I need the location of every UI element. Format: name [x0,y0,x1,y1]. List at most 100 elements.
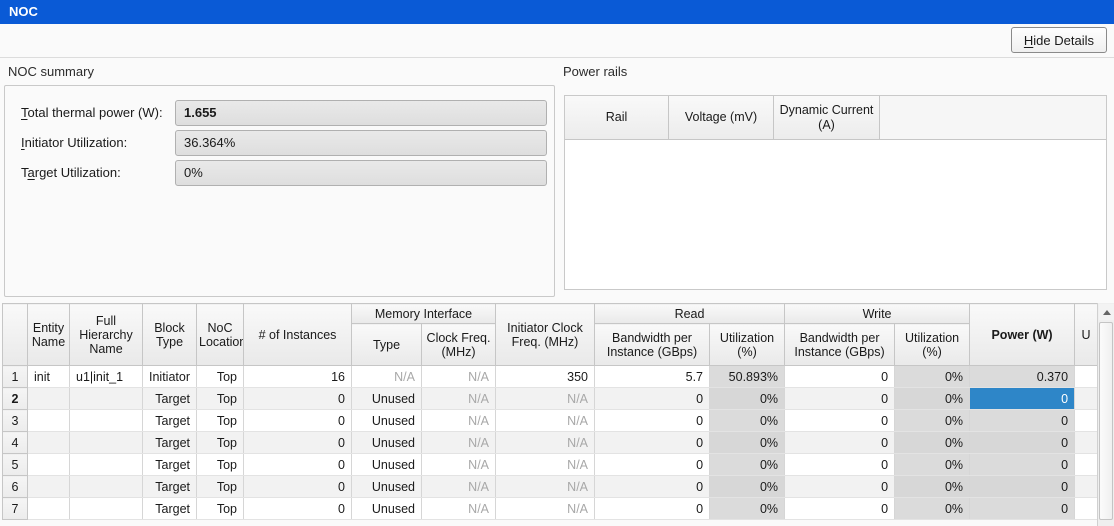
write-util-cell[interactable]: 0% [894,365,971,388]
write-util-cell[interactable]: 0% [894,431,971,454]
write-bw-cell[interactable]: 0 [784,453,896,476]
instances-cell[interactable]: 0 [243,387,352,410]
read-bw-cell[interactable]: 0 [594,497,711,520]
init-clock-cell[interactable]: N/A [495,409,596,432]
block-type-cell[interactable]: Target [142,475,197,498]
hierarchy-cell[interactable] [69,409,143,432]
instances-cell[interactable]: 0 [243,409,352,432]
mem-clock-cell[interactable]: N/A [421,387,497,410]
read-bw-cell[interactable]: 0 [594,387,711,410]
read-util-cell[interactable]: 0% [709,387,786,410]
read-util-cell[interactable]: 0% [709,409,786,432]
col-header-mem-clock-freq[interactable]: Clock Freq. (MHz) [420,323,497,366]
row-number-cell[interactable]: 2 [2,387,28,410]
col-header-read-bandwidth[interactable]: Bandwidth per Instance (GBps) [594,323,711,366]
col-header-u-truncated[interactable]: U [1074,303,1097,366]
write-util-cell[interactable]: 0% [894,497,971,520]
read-util-cell[interactable]: 50.893% [709,365,786,388]
col-header-power[interactable]: Power (W) [969,303,1076,366]
target-utilization-field[interactable]: 0% [175,160,547,186]
power-cell[interactable]: 0.370 [969,365,1076,388]
mem-type-cell[interactable]: Unused [351,475,422,498]
col-header-block-type[interactable]: Block Type [142,303,197,366]
block-type-cell[interactable]: Initiator [142,365,197,388]
hierarchy-cell[interactable] [69,475,143,498]
init-clock-cell[interactable]: 350 [495,365,596,388]
row-number-cell[interactable]: 7 [2,497,28,520]
entity-cell[interactable] [27,387,70,410]
init-clock-cell[interactable]: N/A [495,387,596,410]
col-header-write-bandwidth[interactable]: Bandwidth per Instance (GBps) [784,323,896,366]
total-thermal-power-field[interactable]: 1.655 [175,100,547,126]
col-header-entity-name[interactable]: Entity Name [27,303,70,366]
write-util-cell[interactable]: 0% [894,387,971,410]
instances-cell[interactable]: 16 [243,365,352,388]
u-cell[interactable] [1074,453,1097,476]
init-clock-cell[interactable]: N/A [495,453,596,476]
col-header-full-hierarchy-name[interactable]: Full Hierarchy Name [69,303,143,366]
scrollbar-thumb[interactable] [1099,322,1113,520]
write-bw-cell[interactable]: 0 [784,431,896,454]
col-header-write-utilization[interactable]: Utilization (%) [894,323,971,366]
block-type-cell[interactable]: Target [142,409,197,432]
mem-type-cell[interactable]: Unused [351,497,422,520]
col-header-noc-location[interactable]: NoC Location [196,303,244,366]
mem-clock-cell[interactable]: N/A [421,409,497,432]
scrollbar-up-button[interactable] [1099,304,1114,320]
vertical-scrollbar[interactable] [1097,303,1114,526]
mem-clock-cell[interactable]: N/A [421,497,497,520]
instances-cell[interactable]: 0 [243,453,352,476]
u-cell[interactable] [1074,497,1097,520]
row-number-cell[interactable]: 6 [2,475,28,498]
mem-type-cell[interactable]: Unused [351,409,422,432]
read-util-cell[interactable]: 0% [709,453,786,476]
mem-type-cell[interactable]: Unused [351,431,422,454]
u-cell[interactable] [1074,387,1097,410]
noc-location-cell[interactable]: Top [196,497,244,520]
power-cell[interactable]: 0 [969,475,1076,498]
instances-cell[interactable]: 0 [243,431,352,454]
entity-cell[interactable] [27,497,70,520]
mem-clock-cell[interactable]: N/A [421,365,497,388]
write-util-cell[interactable]: 0% [894,453,971,476]
power-rails-header-rail[interactable]: Rail [565,96,669,140]
init-clock-cell[interactable]: N/A [495,431,596,454]
block-type-cell[interactable]: Target [142,387,197,410]
hierarchy-cell[interactable]: u1|init_1 [69,365,143,388]
read-bw-cell[interactable]: 0 [594,475,711,498]
mem-type-cell[interactable]: N/A [351,365,422,388]
mem-clock-cell[interactable]: N/A [421,431,497,454]
read-util-cell[interactable]: 0% [709,431,786,454]
block-type-cell[interactable]: Target [142,497,197,520]
col-header-read-utilization[interactable]: Utilization (%) [709,323,786,366]
write-util-cell[interactable]: 0% [894,475,971,498]
noc-location-cell[interactable]: Top [196,431,244,454]
u-cell[interactable] [1074,431,1097,454]
init-clock-cell[interactable]: N/A [495,475,596,498]
col-header-mem-type[interactable]: Type [351,323,422,366]
row-number-cell[interactable]: 5 [2,453,28,476]
mem-clock-cell[interactable]: N/A [421,453,497,476]
write-bw-cell[interactable]: 0 [784,475,896,498]
entity-cell[interactable] [27,453,70,476]
write-bw-cell[interactable]: 0 [784,365,896,388]
noc-location-cell[interactable]: Top [196,475,244,498]
power-rails-header-dynamic-current[interactable]: Dynamic Current (A) [774,96,880,140]
power-cell[interactable]: 0 [969,453,1076,476]
row-number-cell[interactable]: 4 [2,431,28,454]
read-bw-cell[interactable]: 0 [594,409,711,432]
read-bw-cell[interactable]: 0 [594,453,711,476]
instances-cell[interactable]: 0 [243,475,352,498]
noc-location-cell[interactable]: Top [196,409,244,432]
noc-location-cell[interactable]: Top [196,387,244,410]
noc-location-cell[interactable]: Top [196,365,244,388]
block-type-cell[interactable]: Target [142,431,197,454]
write-util-cell[interactable]: 0% [894,409,971,432]
write-bw-cell[interactable]: 0 [784,409,896,432]
write-bw-cell[interactable]: 0 [784,387,896,410]
entity-cell[interactable]: init [27,365,70,388]
read-util-cell[interactable]: 0% [709,475,786,498]
col-header-initiator-clock-freq[interactable]: Initiator Clock Freq. (MHz) [495,303,596,366]
u-cell[interactable] [1074,365,1097,388]
u-cell[interactable] [1074,409,1097,432]
